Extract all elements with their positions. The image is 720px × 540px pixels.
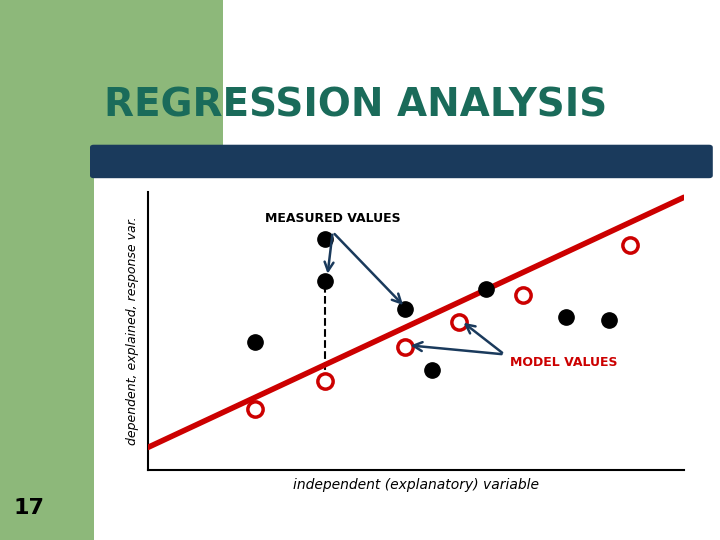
Bar	[94, 0, 223, 151]
Bar	[0, 0, 94, 540]
Y-axis label: dependent, explained, response var.: dependent, explained, response var.	[126, 217, 139, 445]
X-axis label: independent (explanatory) variable: independent (explanatory) variable	[293, 478, 539, 492]
FancyBboxPatch shape	[90, 145, 713, 178]
Text: MEASURED VALUES: MEASURED VALUES	[265, 212, 400, 225]
Text: MODEL VALUES: MODEL VALUES	[510, 356, 617, 369]
Text: REGRESSION ANALYSIS: REGRESSION ANALYSIS	[104, 86, 608, 124]
Text: 17: 17	[13, 498, 45, 518]
